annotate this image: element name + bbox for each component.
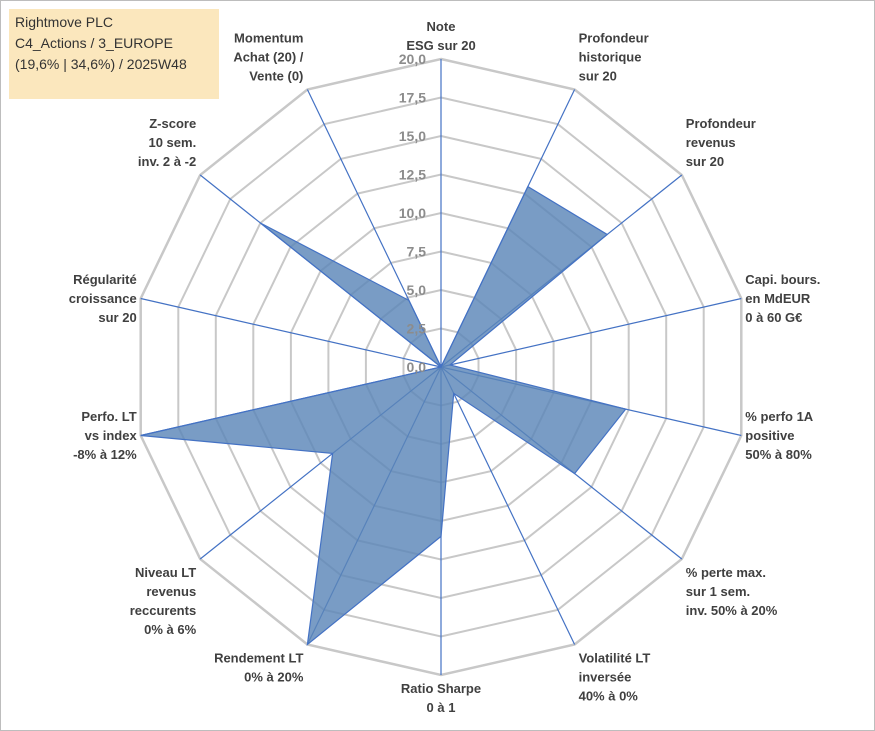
axis-label-line: ESG sur 20 — [406, 38, 475, 53]
series-area — [140, 185, 627, 646]
axis-label: Rendement LT 0% à 20% — [214, 651, 304, 685]
axis-spoke — [440, 366, 576, 645]
chart-title-category: C4_Actions / 3_EUROPE — [15, 35, 173, 51]
axis-label-line: sur 20 — [98, 310, 136, 325]
axis-label: Régularité croissance sur 20 — [69, 272, 137, 325]
tick-label: 20,0 — [399, 51, 426, 67]
axis-label: Profondeur historique sur 20 — [579, 31, 649, 84]
axis-label: % perfo 1A positive 50% à 80% — [745, 409, 814, 462]
axis-label-line: reccurents — [130, 603, 196, 618]
axis-label-line: historique — [579, 50, 642, 65]
axis-label: Profondeur revenus sur 20 — [686, 116, 756, 169]
axis-label-line: Capi. bours. — [745, 272, 820, 287]
axis-label-line: sur 20 — [686, 154, 724, 169]
axis-label-line: vs index — [85, 428, 138, 443]
axis-label-line: Rendement LT — [214, 651, 303, 666]
axis-label-line: Perfo. LT — [81, 409, 136, 424]
axis-label-line: sur 20 — [579, 69, 617, 84]
axis-label-line: inversée — [579, 670, 632, 685]
axis-label: Momentum Achat (20) / Vente (0) — [233, 31, 303, 84]
tick-label: 7,5 — [407, 244, 427, 260]
axis-label-line: Profondeur — [579, 31, 649, 46]
axis-label-line: 50% à 80% — [745, 447, 812, 462]
axis-label-line: Note — [427, 19, 456, 34]
radar-series — [140, 185, 627, 646]
axis-label-line: 0% à 6% — [144, 622, 196, 637]
axis-spoke — [440, 297, 742, 368]
axis-label-line: Volatilité LT — [579, 651, 651, 666]
axis-label-line: positive — [745, 428, 794, 443]
axis-label-line: inv. 50% à 20% — [686, 603, 778, 618]
axis-label-line: revenus — [686, 135, 736, 150]
axis-label-line: Ratio Sharpe — [401, 681, 481, 696]
axis-label-line: Z-score — [149, 116, 196, 131]
axis-label-line: 40% à 0% — [579, 689, 639, 704]
axis-label-line: croissance — [69, 291, 137, 306]
axis-label: Volatilité LT inversée 40% à 0% — [579, 651, 651, 704]
chart-title-period: (19,6% | 34,6%) / 2025W48 — [15, 56, 187, 72]
axis-label-line: Achat (20) / — [233, 50, 303, 65]
axis-label-line: Vente (0) — [249, 69, 303, 84]
axis-label-line: % perfo 1A — [745, 409, 814, 424]
axis-label-line: Régularité — [73, 272, 137, 287]
tick-label: 5,0 — [407, 282, 427, 298]
tick-label: 17,5 — [399, 90, 426, 106]
axis-label-line: Niveau LT — [135, 565, 196, 580]
axis-label-line: 0 à 60 G€ — [745, 310, 802, 325]
axis-label-line: % perte max. — [686, 565, 766, 580]
axis-label-line: Profondeur — [686, 116, 756, 131]
tick-label: 15,0 — [399, 128, 426, 144]
chart-title-box: Rightmove PLC C4_Actions / 3_EUROPE (19,… — [9, 9, 219, 99]
axis-label: Niveau LT revenus reccurents 0% à 6% — [130, 565, 197, 637]
tick-label: 12,5 — [399, 167, 426, 183]
axis-label: Capi. bours. en MdEUR 0 à 60 G€ — [745, 272, 820, 325]
radial-tick-labels: 0,0 2,5 5,0 7,5 10,0 12,5 15,0 17,5 20,0 — [399, 51, 426, 375]
axis-label-line: Momentum — [234, 31, 303, 46]
axis-label: Perfo. LT vs index -8% à 12% — [73, 409, 137, 462]
axis-label: Ratio Sharpe 0 à 1 — [401, 681, 481, 715]
chart-title-company: Rightmove PLC — [15, 14, 114, 30]
axis-label: Z-score 10 sem. inv. 2 à -2 — [138, 116, 196, 169]
axis-label-line: revenus — [146, 584, 196, 599]
axis-label-line: 0% à 20% — [244, 670, 304, 685]
axis-spoke — [140, 297, 442, 368]
axis-label-line: -8% à 12% — [73, 447, 137, 462]
axis-label-line: inv. 2 à -2 — [138, 154, 196, 169]
axis-label-line: sur 1 sem. — [686, 584, 750, 599]
axis-label: Note ESG sur 20 — [406, 19, 475, 53]
axis-label-line: 0 à 1 — [427, 700, 456, 715]
tick-label: 10,0 — [399, 205, 426, 221]
axis-label: % perte max. sur 1 sem. inv. 50% à 20% — [686, 565, 778, 618]
axis-label-line: en MdEUR — [745, 291, 811, 306]
tick-label: 2,5 — [407, 321, 427, 337]
axis-labels: Note ESG sur 20 Profondeur historique sur 20… — [69, 19, 821, 715]
axis-label-line: 10 sem. — [148, 135, 196, 150]
tick-label: 0,0 — [407, 359, 427, 375]
